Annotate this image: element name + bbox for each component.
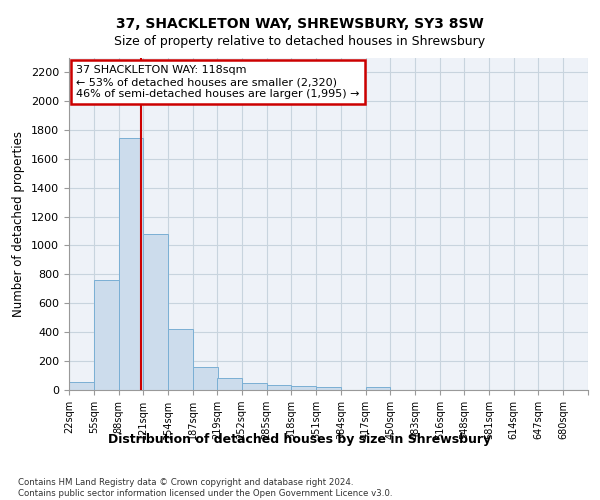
Bar [217, 378, 242, 390]
Y-axis label: Number of detached properties: Number of detached properties [13, 130, 25, 317]
Bar [365, 387, 391, 390]
Text: 37, SHACKLETON WAY, SHREWSBURY, SY3 8SW: 37, SHACKLETON WAY, SHREWSBURY, SY3 8SW [116, 18, 484, 32]
Text: 37 SHACKLETON WAY: 118sqm
← 53% of detached houses are smaller (2,320)
46% of se: 37 SHACKLETON WAY: 118sqm ← 53% of detac… [76, 66, 360, 98]
Text: Size of property relative to detached houses in Shrewsbury: Size of property relative to detached ho… [115, 35, 485, 48]
Text: Distribution of detached houses by size in Shrewsbury: Distribution of detached houses by size … [109, 432, 491, 446]
Bar [242, 384, 266, 390]
Bar [193, 367, 218, 390]
Bar [94, 280, 119, 390]
Text: Contains HM Land Registry data © Crown copyright and database right 2024.
Contai: Contains HM Land Registry data © Crown c… [18, 478, 392, 498]
Bar [292, 386, 316, 390]
Bar [143, 234, 168, 390]
Bar [266, 385, 292, 390]
Bar [316, 387, 341, 390]
Bar [69, 382, 94, 390]
Bar [168, 330, 193, 390]
Bar [119, 138, 143, 390]
